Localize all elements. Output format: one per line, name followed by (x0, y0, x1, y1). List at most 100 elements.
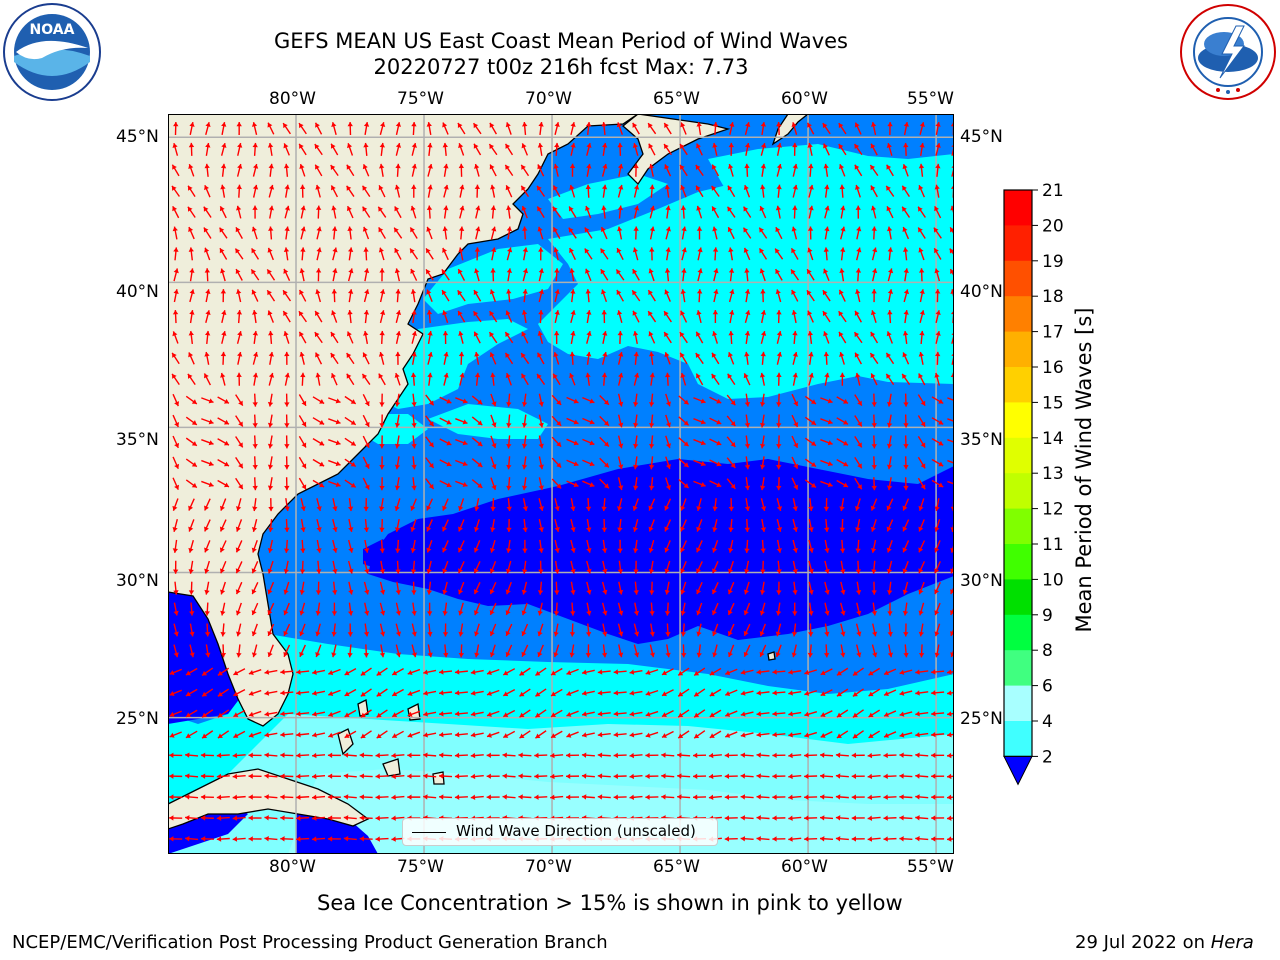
lat-label-left-45n: 45°N (116, 127, 159, 147)
direction-arrow (454, 669, 468, 675)
direction-arrow (395, 539, 401, 553)
direction-arrow (407, 668, 421, 676)
direction-arrow (613, 773, 627, 779)
direction-arrow (220, 268, 226, 282)
direction-arrow (772, 669, 786, 675)
direction-arrow (442, 330, 449, 344)
direction-arrow (486, 794, 500, 800)
direction-arrow (200, 794, 214, 800)
direction-arrow (919, 142, 925, 156)
direction-arrow (647, 122, 657, 135)
direction-arrow (648, 539, 655, 553)
direction-arrow (551, 436, 562, 448)
direction-arrow (566, 752, 580, 759)
direction-arrow (566, 710, 579, 717)
direction-arrow (871, 268, 878, 282)
direction-arrow (840, 226, 846, 240)
direction-arrow (376, 709, 388, 718)
direction-arrow (475, 226, 481, 240)
direction-arrow (836, 479, 849, 488)
direction-arrow (267, 414, 274, 428)
direction-arrow (681, 644, 687, 658)
direction-arrow (204, 560, 211, 574)
direction-arrow (867, 794, 881, 800)
direction-arrow (934, 519, 941, 532)
direction-arrow (695, 185, 704, 198)
direction-arrow (792, 205, 798, 219)
direction-arrow (331, 310, 338, 323)
direction-arrow (919, 330, 925, 344)
direction-arrow (284, 477, 290, 491)
direction-arrow (296, 752, 310, 759)
direction-arrow (232, 815, 246, 821)
direction-arrow (838, 143, 847, 156)
direction-arrow (359, 773, 373, 779)
direction-arrow (632, 498, 639, 511)
direction-arrow (756, 711, 770, 717)
sea-ice-note: Sea Ice Concentration > 15% is shown in … (317, 891, 903, 915)
direction-arrow (836, 438, 849, 446)
direction-arrow (454, 773, 468, 780)
direction-arrow (792, 602, 798, 616)
direction-arrow (744, 456, 751, 470)
direction-arrow (665, 226, 671, 240)
direction-arrow (744, 393, 751, 407)
direction-arrow (267, 623, 275, 637)
direction-arrow (931, 438, 944, 446)
direction-arrow (791, 226, 798, 240)
direction-arrow (200, 752, 214, 758)
direction-arrow (407, 689, 421, 696)
direction-arrow (586, 351, 592, 365)
direction-arrow (759, 581, 766, 595)
direction-arrow (931, 815, 945, 821)
direction-arrow (838, 331, 847, 344)
direction-arrow (201, 688, 214, 697)
direction-arrow (299, 623, 306, 637)
direction-arrow (712, 561, 719, 574)
direction-arrow (883, 794, 897, 800)
direction-arrow (521, 414, 528, 428)
direction-arrow (187, 373, 196, 386)
direction-arrow (442, 226, 448, 240)
direction-arrow (189, 289, 195, 303)
direction-arrow (931, 669, 945, 675)
direction-arrow (899, 732, 913, 738)
direction-arrow (188, 226, 195, 240)
direction-arrow (665, 456, 672, 470)
direction-arrow (665, 477, 672, 491)
direction-arrow (727, 185, 736, 198)
direction-arrow (347, 310, 353, 324)
direction-arrow (665, 623, 671, 637)
direction-arrow (505, 310, 513, 323)
direction-arrow (728, 163, 734, 177)
direction-arrow (870, 310, 877, 323)
direction-arrow (364, 602, 370, 616)
direction-arrow (788, 815, 802, 821)
direction-arrow (169, 815, 183, 821)
direction-arrow (343, 752, 357, 758)
direction-arrow (839, 518, 845, 533)
direction-arrow (344, 479, 357, 488)
direction-arrow (284, 414, 290, 428)
direction-arrow (776, 498, 783, 512)
direction-arrow (299, 581, 305, 595)
direction-arrow (602, 560, 608, 574)
direction-arrow (902, 602, 909, 616)
direction-arrow (617, 372, 624, 386)
direction-arrow (776, 351, 783, 365)
colorbar-tick-label: 6 (1042, 677, 1053, 697)
host-name: Hera (1210, 932, 1254, 953)
direction-arrow (601, 518, 608, 533)
direction-arrow (554, 498, 560, 512)
direction-arrow (934, 602, 941, 616)
direction-arrow (267, 247, 274, 261)
direction-arrow (169, 731, 182, 738)
direction-arrow (601, 310, 607, 324)
colorbar-tick-label: 19 (1042, 252, 1064, 272)
direction-arrow (315, 289, 322, 303)
direction-arrow (756, 690, 770, 696)
direction-arrow (470, 690, 484, 696)
colorbar-tick-label: 16 (1042, 358, 1064, 378)
direction-arrow (772, 815, 786, 821)
direction-arrow (169, 794, 183, 800)
